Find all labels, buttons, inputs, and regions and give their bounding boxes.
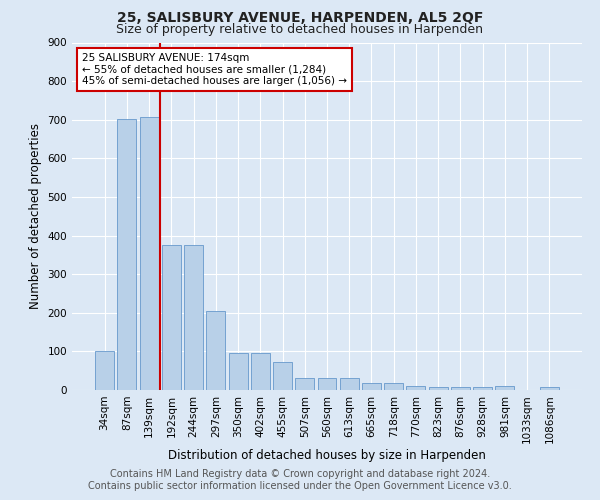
Bar	[95, 351, 114, 390]
Y-axis label: Number of detached properties: Number of detached properties	[29, 123, 42, 309]
X-axis label: Distribution of detached houses by size in Harpenden: Distribution of detached houses by size …	[168, 449, 486, 462]
Bar	[473, 387, 492, 390]
Bar	[317, 378, 337, 390]
Bar	[206, 311, 225, 390]
Text: Contains HM Land Registry data © Crown copyright and database right 2024.
Contai: Contains HM Land Registry data © Crown c…	[88, 470, 512, 491]
Bar	[251, 352, 270, 390]
Bar	[184, 245, 203, 390]
Text: Size of property relative to detached houses in Harpenden: Size of property relative to detached ho…	[116, 22, 484, 36]
Bar	[118, 118, 136, 390]
Bar	[162, 245, 181, 390]
Bar	[140, 118, 158, 390]
Bar	[496, 386, 514, 390]
Text: 25 SALISBURY AVENUE: 174sqm
← 55% of detached houses are smaller (1,284)
45% of : 25 SALISBURY AVENUE: 174sqm ← 55% of det…	[82, 53, 347, 86]
Bar	[429, 387, 448, 390]
Bar	[406, 386, 425, 390]
Bar	[451, 387, 470, 390]
Bar	[362, 383, 381, 390]
Bar	[273, 362, 292, 390]
Text: 25, SALISBURY AVENUE, HARPENDEN, AL5 2QF: 25, SALISBURY AVENUE, HARPENDEN, AL5 2QF	[117, 12, 483, 26]
Bar	[340, 378, 359, 390]
Bar	[229, 352, 248, 390]
Bar	[295, 378, 314, 390]
Bar	[540, 387, 559, 390]
Bar	[384, 383, 403, 390]
